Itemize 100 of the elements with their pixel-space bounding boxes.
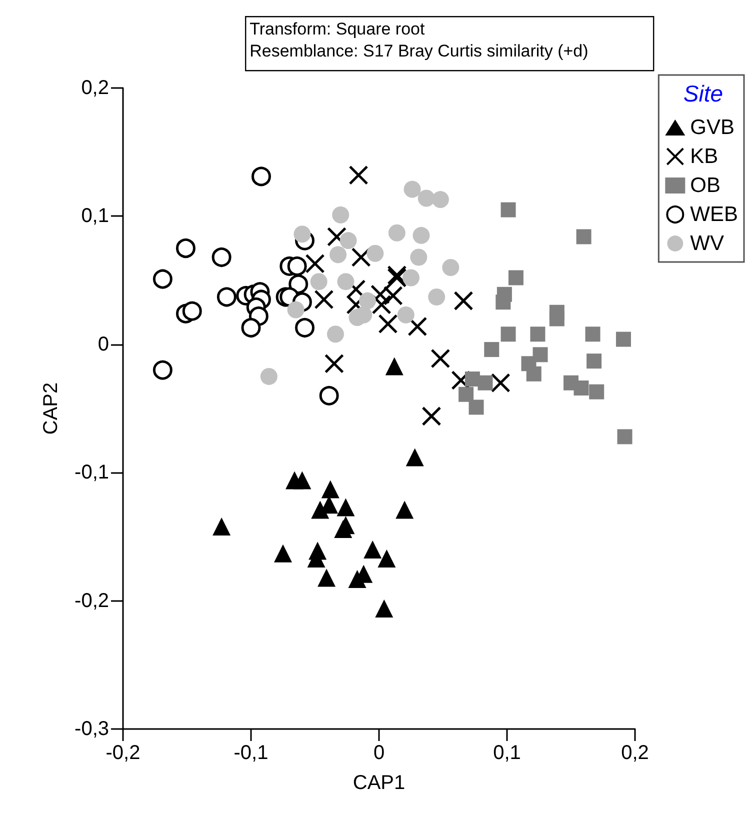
point (406, 448, 424, 466)
legend-label: GVB (690, 116, 735, 139)
legend-label: OB (690, 174, 721, 197)
point (182, 301, 202, 321)
point (311, 500, 330, 519)
point (532, 347, 548, 362)
point (500, 326, 516, 342)
point (327, 226, 347, 246)
point (616, 332, 631, 347)
point (385, 357, 404, 376)
point (549, 311, 564, 326)
point (348, 165, 368, 185)
point (358, 292, 376, 310)
point (574, 380, 589, 396)
point (351, 247, 371, 267)
legend-title: Site (683, 80, 724, 106)
point (336, 498, 355, 516)
point (378, 549, 396, 568)
point (212, 517, 231, 536)
x-tick-label: 0,1 (493, 742, 521, 764)
point (408, 316, 428, 336)
point (216, 287, 236, 307)
point (287, 256, 307, 276)
point (530, 326, 546, 342)
point (294, 226, 311, 243)
point (468, 400, 484, 415)
point (432, 191, 449, 208)
point (410, 248, 428, 266)
point (378, 314, 398, 334)
point (176, 238, 196, 258)
point (314, 290, 334, 310)
point (404, 180, 421, 198)
point (364, 540, 382, 559)
legend-label: WEB (690, 203, 738, 226)
point (274, 544, 292, 562)
x-tick-label: 0,2 (621, 742, 649, 764)
point (318, 568, 336, 587)
point (388, 224, 406, 242)
point (526, 366, 542, 382)
point (293, 471, 312, 490)
point (422, 406, 442, 426)
point (334, 520, 352, 538)
point (500, 202, 516, 218)
point (589, 384, 604, 400)
point (370, 284, 390, 304)
point (310, 273, 328, 290)
point (484, 342, 500, 358)
point (152, 360, 172, 380)
point (458, 386, 474, 402)
point (397, 306, 414, 324)
point (340, 232, 357, 250)
y-tick-label: 0,2 (81, 77, 109, 99)
point (490, 373, 510, 393)
y-tick-label: -0,1 (74, 462, 109, 484)
point (326, 326, 344, 343)
point (348, 570, 366, 588)
point (585, 326, 600, 342)
x-tick-label: 0 (373, 742, 385, 764)
point (496, 294, 511, 310)
point (288, 274, 308, 294)
point (430, 348, 450, 368)
point (375, 599, 394, 618)
point (478, 375, 493, 390)
point (442, 258, 460, 276)
point (321, 480, 340, 498)
legend-label: KB (690, 145, 718, 168)
point (451, 370, 471, 390)
point (412, 226, 430, 244)
point (324, 354, 344, 374)
point (454, 291, 474, 311)
point (241, 318, 261, 338)
point (396, 500, 414, 519)
x-axis-title: CAP1 (352, 772, 406, 794)
x-tick-label: -0,2 (106, 742, 140, 764)
point (260, 368, 278, 385)
point (287, 301, 304, 318)
point (252, 166, 271, 186)
point (586, 354, 602, 369)
point (617, 429, 632, 444)
y-tick-label: 0 (98, 333, 109, 356)
legend-label: WV (690, 232, 724, 255)
point (366, 244, 384, 262)
point (418, 190, 435, 207)
y-axis-title: CAP2 (40, 382, 62, 435)
point (332, 206, 350, 224)
point (508, 270, 524, 286)
point (319, 386, 339, 406)
point (330, 246, 347, 264)
text: Transform: Square root (250, 20, 425, 39)
point (428, 288, 446, 306)
point (212, 247, 232, 267)
point (576, 229, 592, 244)
y-tick-label: -0,2 (74, 590, 109, 612)
point (152, 269, 172, 289)
y-tick-label: 0,1 (81, 205, 109, 228)
point (402, 269, 420, 286)
x-tick-label: -0,1 (234, 742, 268, 764)
text: Resemblance: S17 Bray Curtis similarity (+d) (250, 42, 588, 61)
y-tick-label: -0,3 (74, 718, 109, 740)
point (305, 254, 325, 274)
